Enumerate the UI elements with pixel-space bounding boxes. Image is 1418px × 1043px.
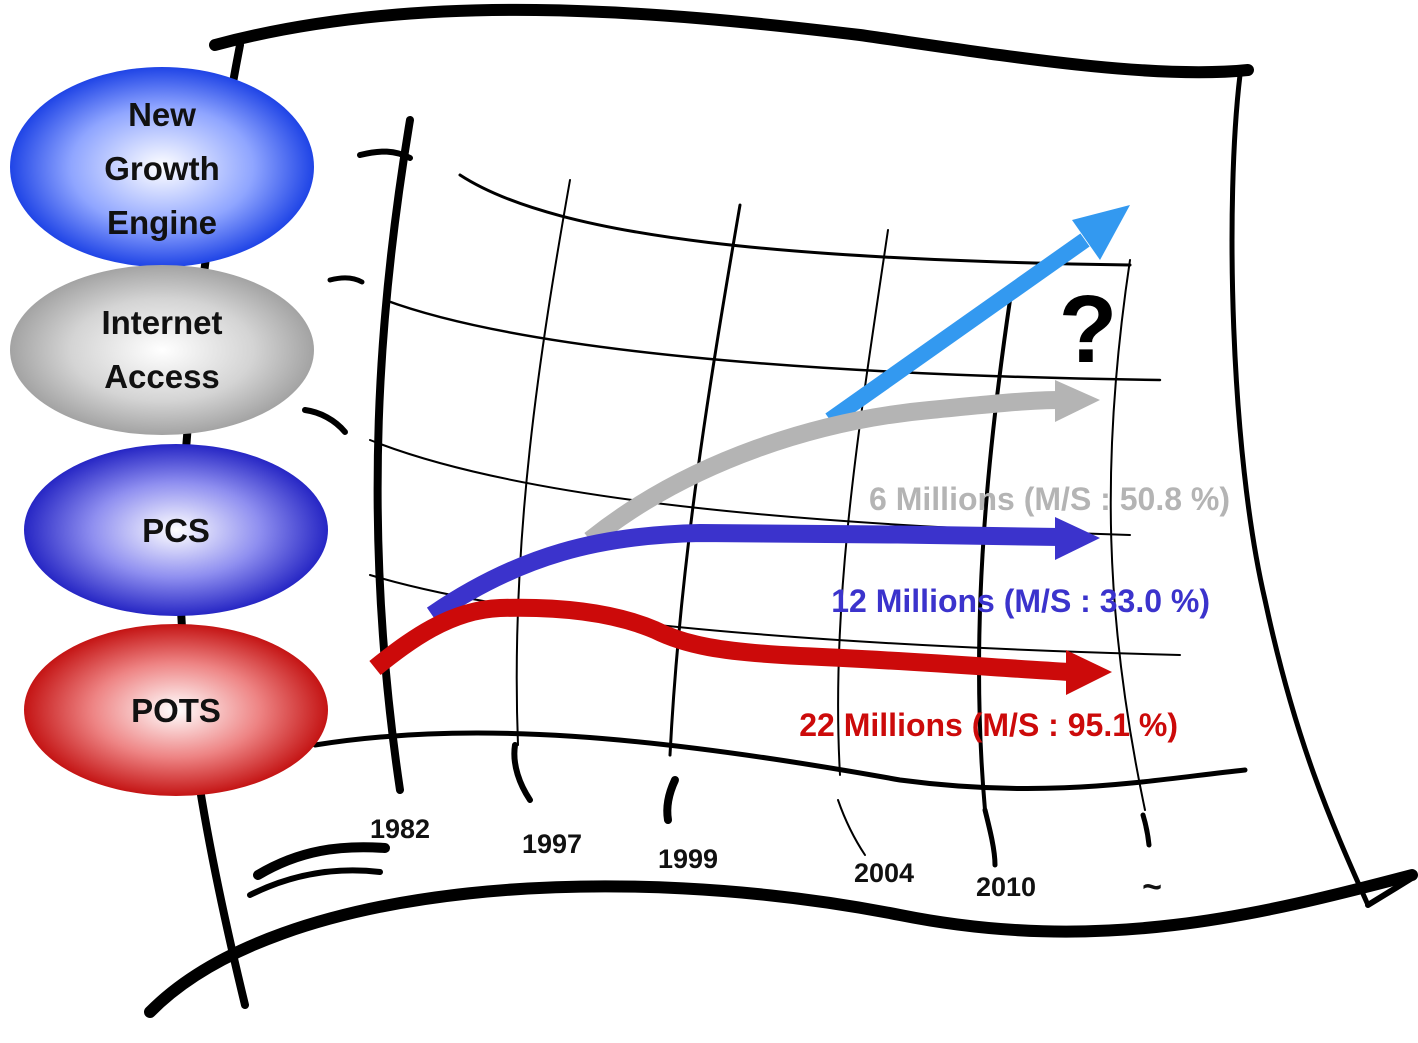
pcs-arrowhead [1055, 517, 1100, 560]
pots-arrow [369, 598, 1071, 681]
year-axis: 1982 1997 1999 2004 2010 ~ [370, 814, 1162, 906]
internet-arrow [584, 391, 1061, 548]
category-bubble-new-growth: New Growth Engine [10, 67, 314, 267]
bubble-line: POTS [131, 692, 221, 729]
pots-arrowhead [1066, 650, 1112, 695]
pots-callout: 22 Millions (M/S : 95.1 %) [799, 707, 1178, 743]
category-bubble-pots: POTS [24, 624, 328, 796]
bubble-line: PCS [142, 512, 210, 549]
bubble-line: Growth [104, 150, 219, 187]
year-label: 1982 [370, 814, 430, 844]
bubble-line: Internet [101, 304, 222, 341]
year-label: 2004 [854, 858, 914, 888]
internet-arrowhead [1055, 380, 1100, 422]
category-bubble-internet: Internet Access [10, 265, 314, 435]
bubble-line: New [128, 96, 196, 133]
new-growth-arrowhead [1072, 205, 1130, 260]
year-label: 1997 [522, 829, 582, 859]
trend-arrows [369, 205, 1130, 695]
category-bubble-pcs: PCS [24, 444, 328, 616]
year-label: 2010 [976, 872, 1036, 902]
bubble-line: Engine [107, 204, 217, 241]
year-label: ~ [1142, 868, 1162, 906]
bubble-line: Access [104, 358, 220, 395]
pcs-callout: 12 Millions (M/S : 33.0 %) [831, 583, 1210, 619]
year-label: 1999 [658, 844, 718, 874]
new-growth-arrow [825, 233, 1090, 427]
question-mark: ? [1059, 276, 1118, 383]
pcs-arrow [426, 523, 1061, 623]
internet-callout: 6 Millions (M/S : 50.8 %) [869, 481, 1230, 517]
